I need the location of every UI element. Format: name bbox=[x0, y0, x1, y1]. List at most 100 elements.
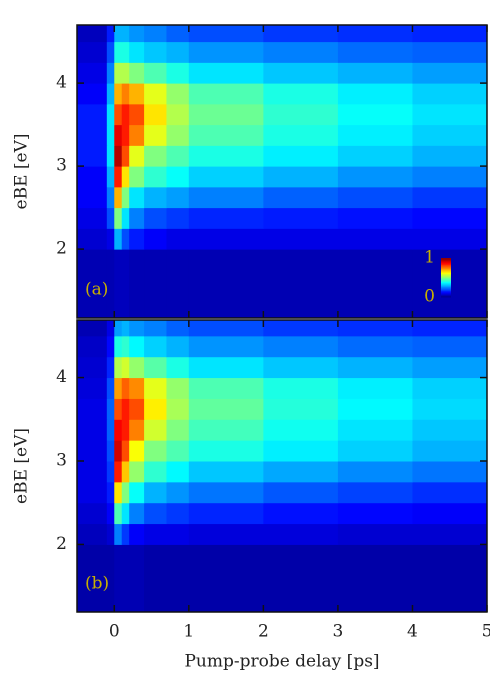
heatmap-cell bbox=[106, 398, 115, 420]
heatmap-cell bbox=[129, 460, 145, 483]
heatmap-cell bbox=[144, 544, 167, 613]
heatmap-cell bbox=[144, 398, 167, 420]
heatmap-cell bbox=[412, 440, 488, 462]
colorbar-segment bbox=[441, 289, 451, 291]
heatmap-cell bbox=[77, 460, 108, 483]
heatmap-cell bbox=[121, 377, 130, 399]
heatmap-cell bbox=[106, 41, 115, 63]
heatmap-cell bbox=[129, 502, 145, 525]
heatmap-cell bbox=[121, 320, 130, 337]
heatmap-cell bbox=[121, 186, 130, 209]
colorbar-segment bbox=[441, 272, 451, 275]
heatmap-cell bbox=[412, 207, 488, 229]
heatmap-cell bbox=[263, 103, 339, 126]
heatmap-cell bbox=[144, 377, 167, 399]
y-tick-label: 3 bbox=[56, 156, 67, 176]
y-tick-label: 3 bbox=[56, 450, 67, 470]
heatmap-cell bbox=[188, 398, 264, 420]
heatmap-cell bbox=[77, 481, 108, 504]
heatmap-cell bbox=[263, 145, 339, 167]
colorbar-segment bbox=[441, 282, 451, 285]
heatmap-cell bbox=[129, 440, 145, 462]
heatmap-cell bbox=[263, 502, 339, 525]
heatmap-cell bbox=[337, 398, 413, 420]
colorbar-segment bbox=[441, 263, 451, 265]
heatmap-cell bbox=[144, 335, 167, 358]
heatmap-cell bbox=[412, 145, 488, 167]
heatmap-cell bbox=[121, 62, 130, 84]
heatmap-cell bbox=[121, 398, 130, 420]
heatmap-cell bbox=[188, 481, 264, 504]
heatmap-cell bbox=[263, 228, 339, 250]
heatmap-cell bbox=[77, 320, 108, 337]
colorbar-segment bbox=[441, 274, 451, 277]
heatmap-cell bbox=[144, 83, 167, 105]
heatmap-cell bbox=[144, 145, 167, 167]
colorbar-segment bbox=[441, 267, 451, 269]
heatmap-cell bbox=[121, 228, 130, 250]
heatmap-cell bbox=[166, 103, 190, 126]
colorbar-segment bbox=[441, 276, 451, 278]
heatmap-cell bbox=[129, 62, 145, 84]
heatmap-cell bbox=[114, 502, 123, 525]
heatmap-cell bbox=[188, 83, 264, 105]
heatmap-cell bbox=[129, 356, 145, 379]
heatmap-cell bbox=[263, 335, 339, 358]
heatmap-cell bbox=[129, 249, 145, 319]
heatmap-cell bbox=[337, 25, 413, 43]
heatmap-cell bbox=[114, 356, 123, 379]
heatmap-cell bbox=[337, 481, 413, 504]
heatmap-cell bbox=[114, 398, 123, 420]
heatmap-cell bbox=[263, 544, 339, 613]
heatmap-cell bbox=[77, 249, 108, 319]
heatmap-cell bbox=[121, 502, 130, 525]
heatmap-cell bbox=[188, 62, 264, 84]
heatmap-cell bbox=[412, 335, 488, 358]
heatmap-cell bbox=[166, 145, 190, 167]
heatmap-cell bbox=[114, 419, 123, 441]
heatmap-cell bbox=[121, 207, 130, 229]
heatmap-cell bbox=[106, 166, 115, 188]
heatmap-cell bbox=[412, 377, 488, 399]
heatmap-cell bbox=[337, 83, 413, 105]
heatmap-cell bbox=[412, 41, 488, 63]
heatmap-cell bbox=[337, 103, 413, 126]
heatmap-cell bbox=[166, 166, 190, 188]
heatmap-cell bbox=[77, 523, 108, 545]
heatmap-cell bbox=[114, 186, 123, 209]
x-tick-label: 3 bbox=[332, 622, 343, 642]
colorbar-segment bbox=[441, 264, 451, 267]
heatmap-cell bbox=[144, 62, 167, 84]
heatmap-cell bbox=[77, 207, 108, 229]
colorbar-segment bbox=[441, 295, 451, 298]
colorbar-segment bbox=[441, 268, 451, 271]
heatmap-cell bbox=[188, 124, 264, 146]
heatmap-cell bbox=[114, 25, 123, 43]
heatmap-cell bbox=[106, 419, 115, 441]
heatmap-cell bbox=[77, 62, 108, 84]
heatmap-cell bbox=[412, 419, 488, 441]
heatmap-cell bbox=[412, 481, 488, 504]
heatmap-cell bbox=[188, 166, 264, 188]
heatmap-cell bbox=[337, 320, 413, 337]
heatmap-cell bbox=[106, 186, 115, 209]
heatmap-cell bbox=[144, 460, 167, 483]
heatmap-cell bbox=[114, 124, 123, 146]
heatmap-cell bbox=[129, 145, 145, 167]
colorbar-segment bbox=[441, 284, 451, 286]
heatmap-cell bbox=[263, 62, 339, 84]
heatmap-cell bbox=[121, 544, 130, 613]
heatmap-cell bbox=[129, 103, 145, 126]
heatmap-cell bbox=[263, 440, 339, 462]
heatmap-cell bbox=[188, 502, 264, 525]
plot-frame bbox=[76, 24, 488, 319]
heatmap-cell bbox=[129, 25, 145, 43]
colorbar-segment bbox=[441, 293, 451, 295]
heatmap-cell bbox=[166, 544, 190, 613]
heatmap-cell bbox=[166, 460, 190, 483]
heatmap-cell bbox=[337, 207, 413, 229]
heatmap-cell bbox=[337, 523, 413, 545]
heatmap-cell bbox=[106, 83, 115, 105]
colorbar-segment bbox=[441, 285, 451, 288]
heatmap-cell bbox=[144, 249, 167, 319]
